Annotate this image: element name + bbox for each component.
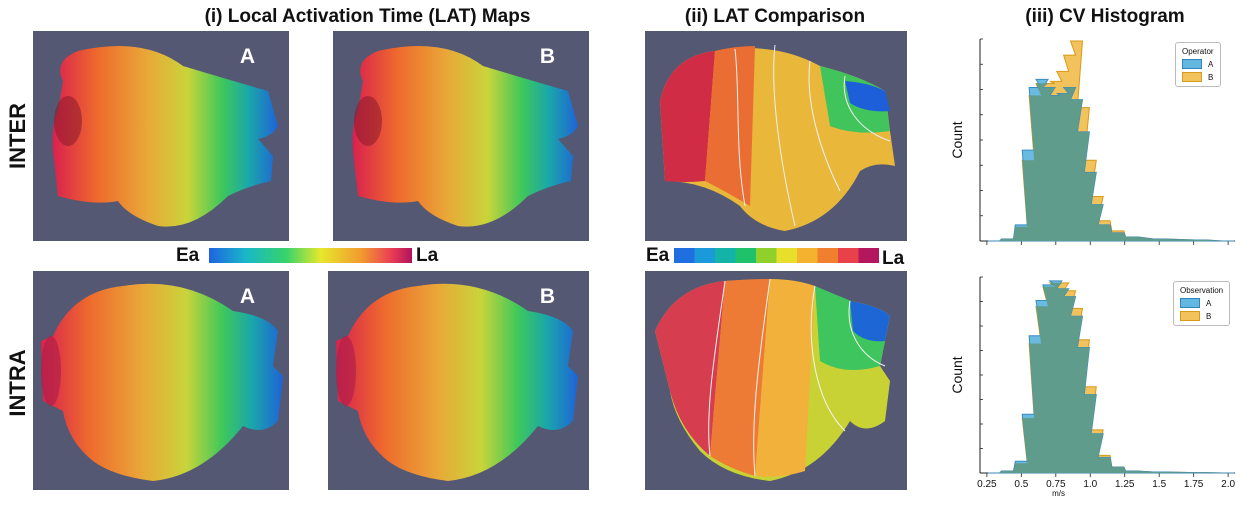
legend-label-a: A [1206, 298, 1212, 308]
heart-mesh-icon [352, 46, 578, 227]
legend-item-b: B [1182, 72, 1214, 82]
legend-item-a: A [1182, 59, 1214, 69]
discrete-colorbar [674, 248, 879, 263]
colorbar-end-label: La [416, 245, 439, 266]
panel-label-b: B [539, 45, 555, 68]
colorbar-segment [838, 248, 859, 263]
colorbar-segment [694, 248, 716, 263]
colorbar-segment [797, 248, 818, 263]
cv-histogram-title: (iii) CV Histogram [1025, 6, 1185, 27]
row-label-inter: INTER [5, 103, 30, 169]
x-tick-label: 1.0 [1083, 479, 1097, 490]
colorbar-segment [817, 248, 839, 263]
panel-label-b: B [539, 285, 555, 308]
y-axis-label: Count [949, 356, 965, 393]
legend-label-b: B [1206, 311, 1212, 321]
lat-comparison-title: (ii) LAT Comparison [684, 6, 866, 27]
isochrone-mesh-icon [660, 44, 895, 232]
x-tick-label: 1.5 [1152, 479, 1166, 490]
x-tick-label: 1.75 [1184, 479, 1204, 490]
legend-swatch-a [1180, 298, 1200, 308]
x-tick-label: 1.25 [1115, 479, 1135, 490]
row-label-intra: INTRA [5, 349, 30, 417]
panel-label-a: A [239, 285, 255, 308]
inter-lat-map-a: A [33, 31, 289, 241]
isochrone-mesh-icon [655, 278, 890, 481]
inter-lat-map-b: B [333, 31, 589, 241]
intra-lat-comparison [645, 271, 907, 490]
legend-swatch-b [1182, 72, 1202, 82]
histogram-plot: Count [949, 38, 1235, 245]
legend-title: Observation [1180, 286, 1224, 295]
histogram-plot: Count 0.25 0.5 0.75 1.0 1.25 1.5 1.75 2.0 m/s [949, 276, 1235, 498]
legend-item-a: A [1180, 298, 1223, 308]
intra-lat-map-b: B [328, 271, 589, 490]
colorbar-segment [756, 248, 777, 263]
heart-mesh-icon [41, 283, 283, 481]
inter-lat-comparison [645, 31, 907, 241]
heart-mesh-icon [52, 46, 278, 227]
x-axis-label: m/s [1052, 489, 1065, 498]
legend-label-a: A [1208, 59, 1214, 69]
colorbar-start-label: Ea [176, 245, 200, 266]
histogram-overlap [987, 83, 1235, 241]
legend-swatch-b [1180, 311, 1200, 321]
legend-swatch-a [1182, 59, 1202, 69]
colorbar-segment [735, 248, 757, 263]
heart-mesh-icon [336, 283, 578, 481]
y-axis-label: Count [949, 121, 965, 158]
colorbar-segment [715, 248, 736, 263]
histogram-legend: Observation A B [1173, 281, 1231, 326]
x-tick-label: 2.0 [1221, 479, 1235, 490]
x-tick-label: 0.25 [977, 479, 997, 490]
colorbar-segment [858, 248, 879, 263]
legend-title: Operator [1182, 47, 1214, 56]
x-tick-label: 0.75 [1046, 479, 1066, 490]
histogram-overlap [987, 282, 1235, 473]
continuous-colorbar [209, 248, 412, 263]
discrete-colorbar-start-label: Ea [646, 245, 670, 266]
panel-label-a: A [239, 45, 255, 68]
colorbar-segment [674, 248, 695, 263]
x-tick-label: 0.5 [1014, 479, 1028, 490]
cv-histogram-inter: Count Operator A B [930, 31, 1250, 256]
discrete-colorbar-end-label: La [882, 248, 905, 269]
lat-maps-title: (i) Local Activation Time (LAT) Maps [204, 6, 531, 27]
intra-lat-map-a: A [33, 271, 289, 490]
legend-item-b: B [1180, 311, 1223, 321]
cv-histogram-intra: Count 0.25 0.5 0.75 1.0 1.25 1.5 1.75 2.0 m/s Obs… [930, 265, 1250, 500]
colorbar-segment [776, 248, 798, 263]
histogram-legend: Operator A B [1175, 42, 1221, 87]
legend-label-b: B [1208, 72, 1214, 82]
